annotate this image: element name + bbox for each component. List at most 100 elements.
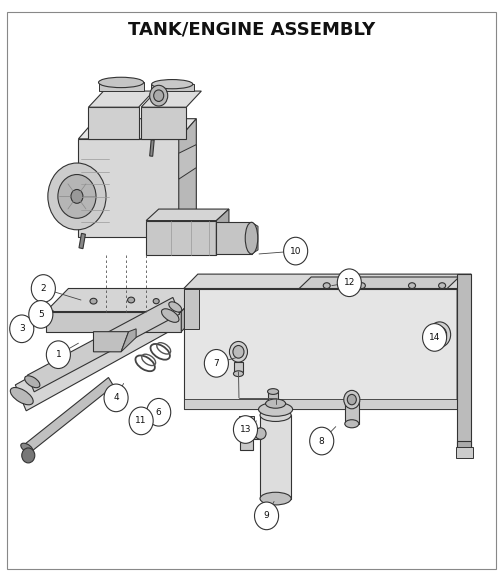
Polygon shape (99, 83, 144, 91)
Polygon shape (179, 119, 196, 237)
Circle shape (147, 399, 171, 426)
Polygon shape (216, 222, 252, 254)
Polygon shape (216, 209, 229, 255)
Ellipse shape (169, 302, 182, 312)
Polygon shape (89, 91, 154, 107)
Circle shape (233, 346, 244, 358)
Circle shape (58, 174, 96, 218)
Polygon shape (457, 274, 471, 409)
Polygon shape (184, 274, 471, 288)
Polygon shape (184, 288, 457, 409)
Circle shape (255, 502, 279, 530)
Text: 4: 4 (113, 394, 119, 402)
Polygon shape (27, 297, 180, 392)
Circle shape (29, 301, 53, 328)
Circle shape (338, 269, 361, 297)
Text: 7: 7 (213, 359, 219, 368)
Polygon shape (179, 145, 196, 179)
Polygon shape (151, 84, 194, 91)
Circle shape (10, 315, 34, 343)
Circle shape (22, 448, 35, 463)
Polygon shape (141, 91, 201, 107)
Circle shape (154, 90, 163, 102)
Text: 10: 10 (290, 246, 301, 256)
Text: 11: 11 (135, 417, 147, 425)
Polygon shape (146, 209, 229, 220)
Polygon shape (146, 220, 216, 255)
Polygon shape (240, 433, 253, 449)
Circle shape (347, 395, 356, 405)
Ellipse shape (153, 298, 159, 304)
Polygon shape (78, 119, 196, 139)
Circle shape (423, 324, 447, 351)
Ellipse shape (260, 409, 291, 421)
Polygon shape (23, 377, 114, 454)
Polygon shape (141, 107, 186, 139)
Ellipse shape (152, 80, 193, 89)
Circle shape (429, 322, 451, 347)
Text: TANK/ENGINE ASSEMBLY: TANK/ENGINE ASSEMBLY (128, 21, 375, 39)
Circle shape (310, 427, 334, 455)
Ellipse shape (439, 283, 446, 288)
Polygon shape (89, 107, 139, 139)
Polygon shape (345, 401, 359, 424)
Circle shape (31, 275, 55, 302)
Circle shape (104, 384, 128, 411)
Polygon shape (121, 329, 136, 352)
Polygon shape (184, 399, 457, 409)
Polygon shape (252, 222, 258, 254)
Polygon shape (234, 362, 243, 372)
Ellipse shape (408, 283, 415, 288)
Ellipse shape (259, 403, 293, 416)
Ellipse shape (233, 371, 243, 377)
Bar (260, 415, 291, 499)
Circle shape (433, 327, 447, 343)
Ellipse shape (266, 399, 286, 408)
Ellipse shape (10, 388, 33, 405)
Circle shape (229, 342, 247, 362)
Polygon shape (78, 139, 179, 237)
Ellipse shape (25, 376, 40, 388)
Circle shape (344, 391, 360, 409)
Ellipse shape (161, 309, 179, 323)
Ellipse shape (90, 298, 97, 304)
Text: 13: 13 (240, 425, 251, 434)
Polygon shape (184, 288, 199, 329)
Circle shape (204, 350, 228, 377)
Ellipse shape (99, 77, 144, 88)
Polygon shape (150, 140, 154, 156)
Circle shape (233, 415, 258, 443)
Ellipse shape (345, 419, 359, 428)
Circle shape (150, 85, 167, 106)
Ellipse shape (245, 222, 258, 254)
Ellipse shape (260, 492, 291, 505)
Ellipse shape (255, 428, 266, 439)
Circle shape (71, 189, 83, 203)
Ellipse shape (128, 297, 135, 303)
Ellipse shape (21, 443, 33, 453)
Polygon shape (299, 277, 459, 288)
Polygon shape (46, 288, 204, 312)
Text: 8: 8 (319, 437, 324, 445)
Ellipse shape (358, 283, 365, 288)
Polygon shape (457, 441, 471, 452)
Text: 5: 5 (38, 310, 44, 319)
Polygon shape (457, 274, 471, 452)
Polygon shape (456, 447, 473, 458)
Circle shape (48, 163, 106, 230)
Ellipse shape (323, 283, 330, 288)
Text: 12: 12 (344, 278, 355, 287)
Polygon shape (15, 301, 177, 411)
Polygon shape (79, 233, 86, 249)
Polygon shape (246, 428, 261, 439)
Ellipse shape (268, 389, 279, 395)
Polygon shape (268, 392, 278, 402)
Text: 3: 3 (19, 324, 25, 334)
Circle shape (46, 341, 70, 369)
Polygon shape (46, 312, 181, 332)
Polygon shape (181, 288, 204, 332)
Circle shape (129, 407, 153, 434)
Text: 2: 2 (41, 284, 46, 293)
Polygon shape (239, 416, 254, 429)
Polygon shape (94, 332, 129, 352)
